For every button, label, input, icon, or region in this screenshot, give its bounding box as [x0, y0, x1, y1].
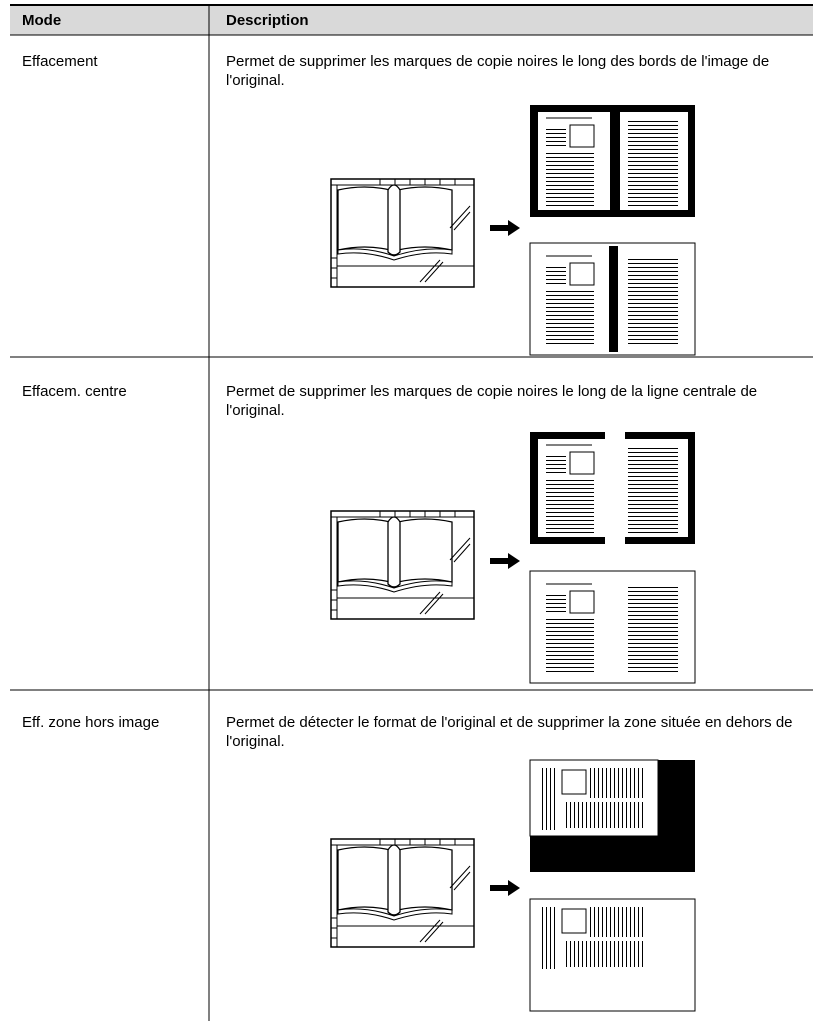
illustration-2 [331, 432, 696, 684]
illustration-3 [331, 759, 696, 1012]
row-mode: Effacement [22, 53, 98, 70]
row-mode: Effacem. centre [22, 383, 127, 400]
row-description: Permet de détecter le format de l'origin… [226, 714, 793, 750]
illustration-1 [331, 105, 696, 356]
row-description: Permet de supprimer les marques de copie… [226, 383, 758, 419]
header-mode: Mode [22, 12, 62, 29]
row-description: Permet de supprimer les marques de copie… [226, 53, 770, 89]
header-description: Description [226, 12, 309, 29]
row-mode: Eff. zone hors image [22, 714, 160, 731]
header-bg [10, 6, 813, 35]
